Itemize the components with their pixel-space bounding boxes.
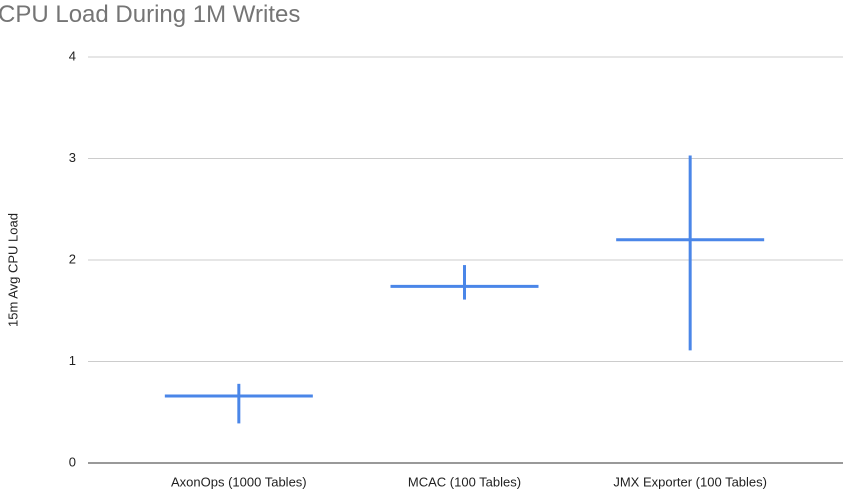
x-tick-label: JMX Exporter (100 Tables) — [613, 474, 767, 489]
y-tick-label: 2 — [69, 251, 76, 266]
x-tick-label: MCAC (100 Tables) — [408, 474, 521, 489]
y-tick-label: 1 — [69, 353, 76, 368]
x-tick-label: AxonOps (1000 Tables) — [171, 474, 307, 489]
y-tick-label: 0 — [69, 454, 76, 469]
y-tick-label: 3 — [69, 150, 76, 165]
y-axis-label: 15m Avg CPU Load — [5, 213, 20, 327]
y-tick-label: 4 — [69, 48, 76, 63]
chart-title: CPU Load During 1M Writes — [0, 1, 300, 28]
